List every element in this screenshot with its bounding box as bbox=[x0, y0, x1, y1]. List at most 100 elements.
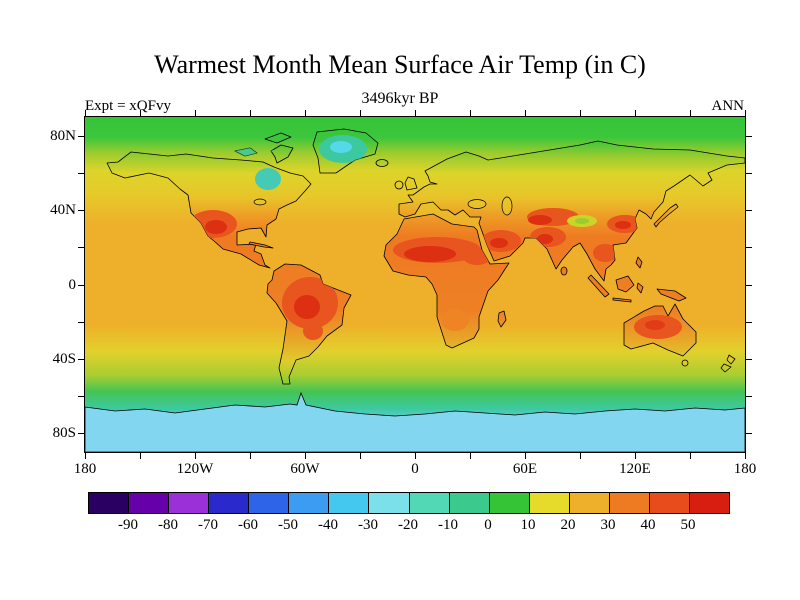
caspian-sea bbox=[501, 196, 513, 216]
lon-axis-label: 60W bbox=[290, 461, 320, 477]
lat-tick-mark bbox=[78, 173, 84, 174]
colorbar-cell bbox=[249, 493, 290, 513]
colorbar-cell bbox=[689, 493, 729, 513]
island-philippines bbox=[635, 256, 643, 269]
lon-tick-mark bbox=[745, 110, 746, 116]
colorbar-tick-label: -50 bbox=[278, 517, 298, 533]
colorbar-cell bbox=[529, 493, 570, 513]
lon-tick-mark bbox=[195, 110, 196, 116]
lat-tick-mark bbox=[78, 322, 84, 323]
lat-axis-label: 40N bbox=[50, 202, 76, 218]
lat-tick-mark bbox=[746, 136, 752, 137]
great-lakes bbox=[253, 198, 267, 206]
lon-axis-label: 180 bbox=[73, 461, 97, 477]
lon-axis-label: 180 bbox=[733, 461, 757, 477]
lon-tick-mark bbox=[415, 453, 416, 459]
map-frame bbox=[84, 116, 746, 453]
lat-axis-label: 40S bbox=[52, 351, 76, 367]
lat-tick-mark bbox=[78, 247, 84, 248]
colorbar-cell bbox=[289, 493, 330, 513]
lon-axis-label: 120W bbox=[176, 461, 214, 477]
colorbar-tick-label: -80 bbox=[158, 517, 178, 533]
colorbar-cell bbox=[609, 493, 650, 513]
figure-title: Warmest Month Mean Surface Air Temp (in … bbox=[154, 50, 646, 79]
lat-axis-label: 80N bbox=[50, 128, 76, 144]
lat-tick-mark bbox=[746, 433, 752, 434]
lon-tick-mark bbox=[85, 453, 86, 459]
lon-tick-mark bbox=[360, 110, 361, 116]
island-iceland bbox=[375, 159, 389, 167]
colorbar-cell bbox=[129, 493, 170, 513]
continent-antarctica bbox=[85, 391, 745, 452]
lon-tick-mark bbox=[525, 110, 526, 116]
lat-tick-mark bbox=[746, 210, 752, 211]
island-ellesmere bbox=[264, 132, 292, 144]
figure-subtitle: 3496kyr BP bbox=[361, 90, 439, 107]
colorbar-tick-label: -90 bbox=[118, 517, 138, 533]
colorbar-tick-label: 20 bbox=[560, 517, 576, 533]
lat-tick-mark bbox=[746, 359, 752, 360]
colorbar-tick-label: -30 bbox=[358, 517, 378, 533]
lat-tick-mark bbox=[746, 396, 752, 397]
lon-tick-mark bbox=[690, 110, 691, 116]
lon-axis-label: 60E bbox=[512, 461, 538, 477]
lon-tick-mark bbox=[580, 453, 581, 459]
lon-tick-mark bbox=[690, 453, 691, 459]
colorbar-cell bbox=[409, 493, 450, 513]
lon-tick-mark bbox=[635, 453, 636, 459]
lon-tick-mark bbox=[305, 110, 306, 116]
colorbar-tick-label: -40 bbox=[318, 517, 338, 533]
colorbar-tick-label: -70 bbox=[198, 517, 218, 533]
black-sea bbox=[467, 199, 487, 209]
lon-tick-mark bbox=[635, 110, 636, 116]
colorbar-tick-label: -10 bbox=[438, 517, 458, 533]
lon-tick-mark bbox=[580, 110, 581, 116]
colorbar-cell bbox=[89, 493, 130, 513]
colorbar-tick-label: -20 bbox=[398, 517, 418, 533]
lon-tick-mark bbox=[470, 110, 471, 116]
lon-axis-label: 120E bbox=[619, 461, 651, 477]
lon-tick-mark bbox=[250, 453, 251, 459]
colorbar-cell bbox=[329, 493, 370, 513]
colorbar-cell bbox=[169, 493, 210, 513]
island-sumatra bbox=[587, 274, 610, 298]
island-sri-lanka bbox=[560, 266, 568, 276]
lon-tick-mark bbox=[745, 453, 746, 459]
colorbar-tick-label: 30 bbox=[600, 517, 616, 533]
lat-tick-mark bbox=[78, 359, 84, 360]
colorbar-tick-label: -60 bbox=[238, 517, 258, 533]
island-new-guinea bbox=[656, 288, 687, 302]
island-cuba bbox=[248, 241, 274, 249]
colorbar-cell bbox=[369, 493, 410, 513]
lon-tick-mark bbox=[470, 453, 471, 459]
lon-tick-mark bbox=[140, 453, 141, 459]
inland-seas bbox=[253, 196, 513, 216]
island-java bbox=[612, 297, 632, 303]
lat-tick-mark bbox=[78, 136, 84, 137]
lon-tick-mark bbox=[195, 453, 196, 459]
lon-tick-mark bbox=[250, 110, 251, 116]
lon-tick-mark bbox=[140, 110, 141, 116]
island-new-zealand-north bbox=[726, 354, 736, 365]
island-ireland bbox=[394, 180, 404, 190]
island-britain bbox=[404, 176, 418, 191]
world-map-svg bbox=[85, 117, 745, 452]
lon-tick-mark bbox=[305, 453, 306, 459]
lat-axis-label: 0 bbox=[68, 277, 77, 293]
colorbar-cell bbox=[649, 493, 690, 513]
lon-tick-mark bbox=[360, 453, 361, 459]
lon-tick-mark bbox=[415, 110, 416, 116]
colorbar-cell bbox=[449, 493, 490, 513]
colorbar-tick-label: 50 bbox=[680, 517, 696, 533]
lon-axis-label: 0 bbox=[411, 461, 419, 477]
island-sulawesi bbox=[636, 282, 644, 294]
lat-tick-mark bbox=[78, 433, 84, 434]
colorbar-cell bbox=[569, 493, 610, 513]
lat-tick-mark bbox=[746, 173, 752, 174]
lon-tick-mark bbox=[85, 110, 86, 116]
colorbar-cell bbox=[209, 493, 250, 513]
colorbar-tick-label: 0 bbox=[484, 517, 492, 533]
lat-tick-mark bbox=[746, 285, 752, 286]
experiment-label: Expt = xQFvy bbox=[85, 98, 171, 114]
